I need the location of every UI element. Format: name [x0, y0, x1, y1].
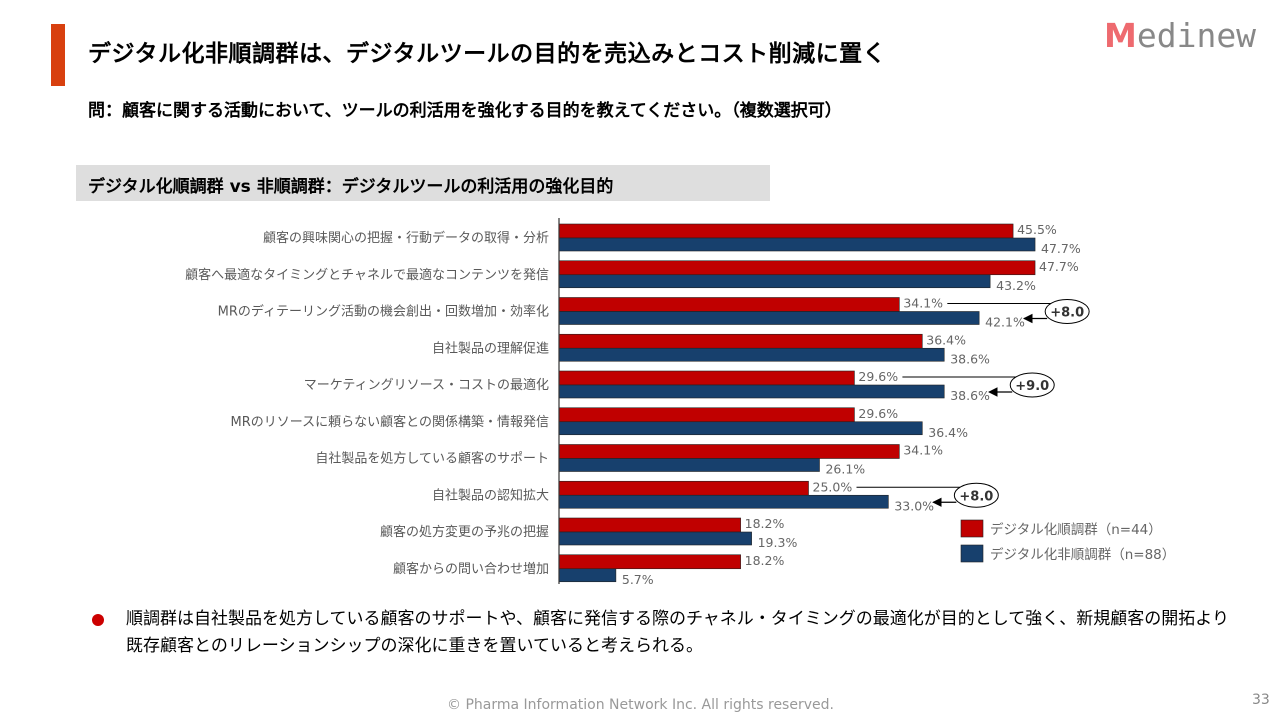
legend-label: デジタル化非順調群（n=88） [990, 546, 1175, 563]
value-label-series-2: 26.1% [825, 462, 865, 477]
difference-label: +8.0 [1050, 306, 1084, 321]
bar-series-1 [558, 444, 900, 459]
bar-series-1 [558, 407, 855, 423]
category-label: 自社製品の理解促進 [432, 340, 549, 356]
bullet-icon [92, 614, 104, 626]
bar-series-1 [558, 480, 809, 496]
value-label-series-1: 29.6% [858, 369, 898, 384]
category-label: 顧客へ最適なタイミングとチャネルで最適なコンテンツを発信 [185, 267, 549, 283]
value-label-series-1: 45.5% [1017, 222, 1057, 237]
category-label: 自社製品を処方している顧客のサポート [315, 451, 549, 467]
bar-series-2 [558, 237, 1036, 252]
value-label-series-1: 29.6% [858, 406, 898, 421]
value-label-series-1: 34.1% [903, 296, 943, 311]
page-number: 33 [1252, 692, 1270, 708]
legend-swatch [960, 544, 984, 563]
value-label-series-2: 33.0% [894, 498, 934, 513]
title-accent-bar [51, 24, 65, 86]
page-title: デジタル化非順調群は、デジタルツールの目的を売込みとコスト削減に置く [88, 41, 887, 67]
value-label-series-1: 47.7% [1039, 259, 1079, 274]
value-label-series-2: 36.4% [928, 425, 968, 440]
difference-ellipse [1044, 299, 1090, 324]
difference-label: +8.0 [959, 489, 993, 504]
category-label: 自社製品の認知拡大 [432, 487, 549, 503]
bar-series-2 [558, 311, 980, 325]
bar-series-1 [558, 517, 741, 533]
legend-label: デジタル化順調群（n=44） [990, 521, 1162, 538]
summary-note: 順調群は自社製品を処方している顧客のサポートや、顧客に発信する際のチャネル・タイ… [92, 606, 1242, 660]
bar-series-1 [558, 333, 923, 349]
value-label-series-1: 25.0% [813, 479, 853, 494]
value-label-series-2: 42.1% [985, 315, 1025, 330]
copyright-footer: © Pharma Information Network Inc. All ri… [447, 697, 834, 713]
legend-swatch [960, 519, 984, 538]
value-label-series-2: 47.7% [1041, 241, 1081, 256]
value-label-series-2: 43.2% [996, 278, 1036, 293]
medinew-logo: Medinew [1104, 16, 1257, 55]
category-label: MRのディテーリング活動の機会創出・回数増加・効率化 [218, 304, 549, 320]
bar-series-2 [558, 347, 945, 362]
category-label: MRのリソースに頼らない顧客との関係構築・情報発信 [231, 414, 549, 430]
category-label: 顧客からの問い合わせ増加 [393, 561, 549, 577]
value-label-series-1: 34.1% [903, 443, 943, 458]
bar-series-2 [558, 494, 889, 509]
chart-title: デジタル化順調群 vs 非順調群：デジタルツールの利活用の強化目的 [88, 177, 614, 197]
bar-series-1 [558, 223, 1014, 239]
category-label: マーケティングリソース・コストの最適化 [304, 377, 549, 393]
difference-label: +9.0 [1015, 379, 1049, 394]
bar-series-2 [558, 531, 752, 546]
bar-series-1 [558, 297, 900, 312]
value-label-series-2: 38.6% [950, 351, 990, 366]
value-label-series-1: 18.2% [745, 553, 785, 568]
value-label-series-1: 18.2% [745, 516, 785, 531]
bar-series-1 [558, 554, 741, 570]
bar-series-2 [558, 384, 945, 399]
value-label-series-1: 36.4% [926, 332, 966, 347]
chart-title-box: デジタル化順調群 vs 非順調群：デジタルツールの利活用の強化目的 [76, 165, 770, 201]
category-label: 顧客の興味関心の把握・行動データの取得・分析 [263, 230, 549, 246]
summary-text: 順調群は自社製品を処方している顧客のサポートや、顧客に発信する際のチャネル・タイ… [126, 609, 1229, 656]
category-label: 顧客の処方変更の予兆の把握 [380, 524, 549, 540]
bar-series-2 [558, 274, 991, 289]
bar-series-2 [558, 458, 820, 472]
difference-ellipse [1009, 372, 1055, 398]
bar-series-2 [558, 421, 923, 436]
bar-series-1 [558, 260, 1036, 276]
bar-series-1 [558, 370, 855, 386]
bar-series-2 [558, 568, 617, 583]
survey-question: 問：顧客に関する活動において、ツールの利活用を強化する目的を教えてください。（複… [88, 101, 842, 121]
value-label-series-2: 38.6% [950, 388, 990, 403]
difference-ellipse [953, 482, 999, 508]
value-label-series-2: 5.7% [622, 572, 654, 587]
value-label-series-2: 19.3% [758, 535, 798, 550]
